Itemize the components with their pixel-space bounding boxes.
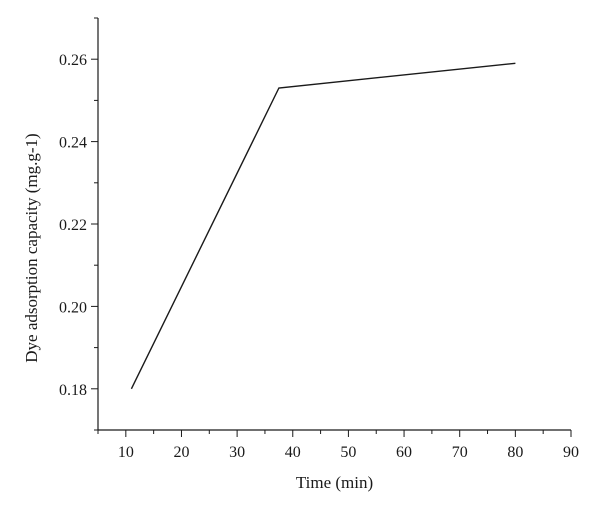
x-tick-label: 30 (229, 444, 245, 461)
y-axis-title: Dye adsorption capacity (mg.g-1) (22, 133, 41, 362)
y-tick-label: 0.22 (59, 217, 87, 234)
y-tick-label: 0.24 (59, 135, 87, 152)
series-group (130, 62, 516, 390)
y-tick-label: 0.20 (59, 299, 87, 316)
x-tick-label: 80 (507, 444, 523, 461)
x-axis-title: Time (min) (296, 473, 373, 492)
x-tick-label: 60 (396, 444, 412, 461)
y-axis-ticks: 0.18 0.20 0.22 0.24 0.26 (59, 17, 98, 431)
x-tick-label: 40 (285, 444, 301, 461)
y-tick-label: 0.26 (59, 52, 87, 69)
y-tick-label: 0.18 (59, 382, 87, 399)
plot-frame (97, 18, 571, 431)
x-tick-label: 20 (173, 444, 189, 461)
x-tick-label: 70 (452, 444, 468, 461)
x-tick-label: 10 (118, 444, 134, 461)
x-axis-ticks: 10 20 30 40 50 60 70 80 90 (97, 430, 579, 461)
x-tick-label: 90 (563, 444, 579, 461)
series-line (130, 62, 516, 390)
x-tick-label: 50 (340, 444, 356, 461)
